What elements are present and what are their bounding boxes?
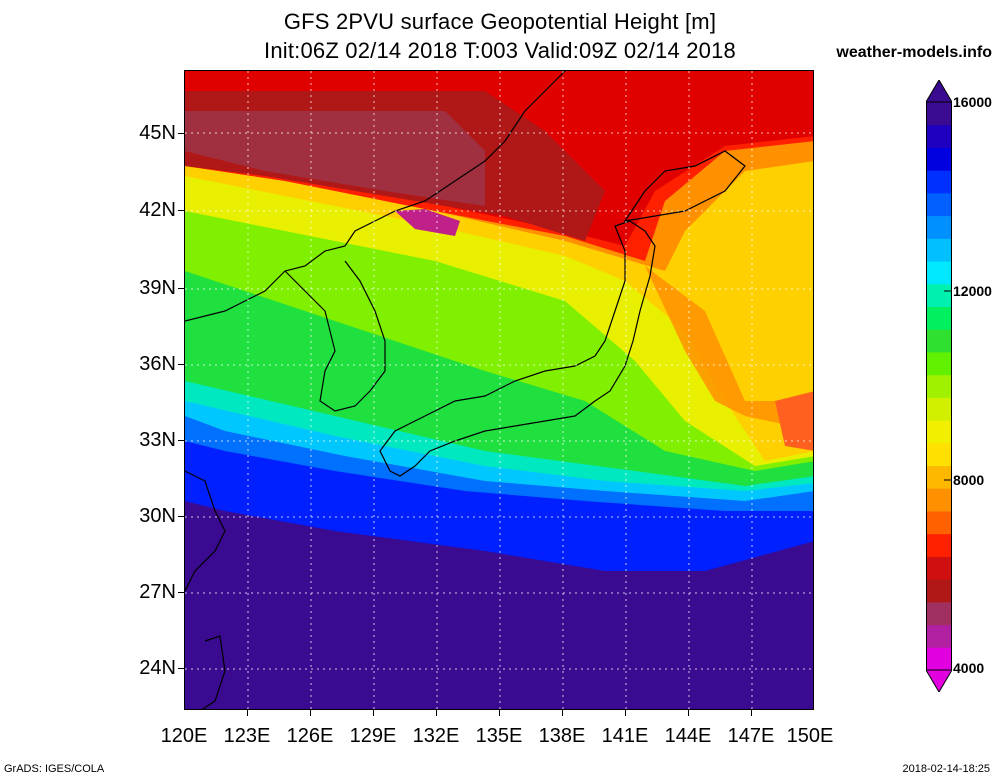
colorbar-top-arrow bbox=[926, 80, 952, 103]
coast-mainland bbox=[185, 71, 566, 322]
grads-credit: GrADS: IGES/COLA bbox=[4, 763, 105, 775]
lon-label: 135E bbox=[475, 725, 523, 747]
lon-tick bbox=[436, 710, 437, 716]
colorbar-segment bbox=[926, 124, 952, 148]
lat-tick bbox=[178, 364, 184, 365]
colorbar-segment bbox=[926, 306, 952, 330]
map-title: GFS 2PVU surface Geopotential Height [m] bbox=[283, 9, 717, 34]
timestamp: 2018-02-14-18:25 bbox=[902, 763, 990, 775]
lat-label: 36N bbox=[139, 353, 176, 375]
colorbar-segment bbox=[926, 374, 952, 398]
colorbar-segment bbox=[926, 351, 952, 376]
lat-label: 30N bbox=[139, 505, 176, 527]
colorbar-segment bbox=[926, 510, 952, 535]
lon-tick bbox=[562, 710, 563, 716]
colorbar-segments bbox=[926, 101, 952, 671]
colorbar-label: 4000 bbox=[953, 660, 985, 676]
band-orange-lobe bbox=[645, 266, 813, 431]
band-maroon bbox=[185, 111, 485, 206]
lon-label: 138E bbox=[538, 725, 586, 747]
colorbar-label: 12000 bbox=[953, 283, 992, 299]
map-plot bbox=[184, 70, 814, 710]
lon-tick bbox=[751, 710, 752, 716]
lat-label: 42N bbox=[139, 199, 176, 221]
colorbar-segment bbox=[926, 647, 952, 671]
coast-china-east bbox=[185, 470, 226, 592]
lon-label: 126E bbox=[286, 725, 334, 747]
colorbar-segment bbox=[926, 420, 952, 444]
colorbar-label: 8000 bbox=[953, 472, 985, 488]
lon-tick bbox=[688, 710, 689, 716]
colorbar-segment bbox=[926, 170, 952, 194]
lat-label: 39N bbox=[139, 277, 176, 299]
lon-tick bbox=[373, 710, 374, 716]
coast-japan-main bbox=[379, 220, 656, 477]
colorbar-bottom-arrow bbox=[926, 669, 952, 692]
colorbar-segment bbox=[926, 556, 952, 580]
colorbar-segment bbox=[926, 215, 952, 239]
lat-tick bbox=[178, 133, 184, 134]
lon-tick bbox=[310, 710, 311, 716]
map-subtitle: Init:06Z 02/14 2018 T:003 Valid:09Z 02/1… bbox=[264, 38, 736, 63]
lon-tick bbox=[625, 710, 626, 716]
colorbar-segment bbox=[926, 283, 952, 307]
band-red-lobe bbox=[775, 391, 813, 451]
colorbar bbox=[926, 80, 952, 692]
lat-tick bbox=[178, 440, 184, 441]
colorbar-segment bbox=[926, 465, 952, 489]
colorbar-segment bbox=[926, 624, 952, 648]
lon-label: 132E bbox=[412, 725, 460, 747]
lat-tick bbox=[178, 288, 184, 289]
band-magenta bbox=[395, 209, 460, 236]
colorbar-segment bbox=[926, 533, 952, 557]
lon-label: 123E bbox=[223, 725, 271, 747]
lat-tick bbox=[178, 516, 184, 517]
lon-label: 150E bbox=[786, 725, 834, 747]
colorbar-segment bbox=[926, 488, 952, 512]
colorbar-segment bbox=[926, 397, 952, 421]
lon-label: 144E bbox=[664, 725, 712, 747]
lon-tick bbox=[499, 710, 500, 716]
colorbar-segment bbox=[926, 261, 952, 285]
lat-tick bbox=[178, 668, 184, 669]
lat-label: 24N bbox=[139, 657, 176, 679]
coast-taiwan bbox=[201, 635, 226, 709]
colorbar-segment bbox=[926, 147, 952, 171]
colorbar-segment bbox=[926, 601, 952, 626]
colorbar-label: 16000 bbox=[953, 94, 992, 110]
lon-tick bbox=[247, 710, 248, 716]
colorbar-segment bbox=[926, 329, 952, 353]
lat-label: 33N bbox=[139, 429, 176, 451]
lon-label: 120E bbox=[160, 725, 208, 747]
colorbar-segment bbox=[926, 579, 952, 603]
lat-tick bbox=[178, 592, 184, 593]
lon-label: 141E bbox=[601, 725, 649, 747]
colorbar-segment bbox=[926, 192, 952, 217]
height-field bbox=[185, 71, 813, 709]
lon-label: 147E bbox=[727, 725, 775, 747]
colorbar-segment bbox=[926, 102, 952, 126]
colorbar-segment bbox=[926, 442, 952, 467]
graticule bbox=[185, 71, 813, 709]
lat-label: 45N bbox=[139, 122, 176, 144]
colorbar-segment bbox=[926, 238, 952, 262]
coastlines bbox=[185, 71, 746, 709]
lon-label: 129E bbox=[349, 725, 397, 747]
lat-label: 27N bbox=[139, 581, 176, 603]
coast-korea bbox=[284, 260, 386, 412]
lat-tick bbox=[178, 210, 184, 211]
site-watermark: weather-models.info bbox=[836, 44, 992, 61]
coast-hokkaido bbox=[623, 150, 746, 222]
